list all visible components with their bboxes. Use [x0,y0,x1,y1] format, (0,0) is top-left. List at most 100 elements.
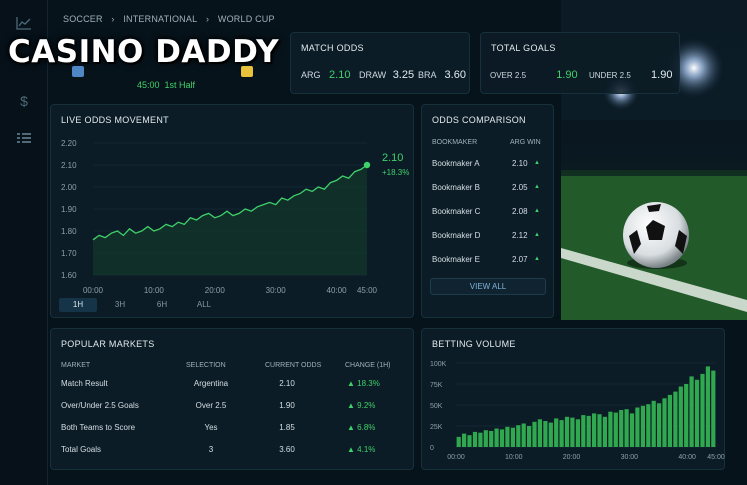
live-odds-title: LIVE ODDS MOVEMENT [61,115,169,125]
volume-bar [586,415,591,447]
market-selection: Yes [204,423,218,432]
volume-bar [516,425,521,447]
brazil-flag-icon [241,66,253,77]
odds-comparison-panel: ODDS COMPARISON BOOKMAKER ARG WIN Bookma… [421,104,554,318]
breadcrumb-item[interactable]: SOCCER [63,14,103,24]
y-tick-label: 1.70 [61,249,77,258]
volume-bar [570,417,575,447]
betting-volume-panel: BETTING VOLUME 100K 75K 50K 25K 0 00:00 10:00 2… [421,328,725,470]
odds-arg[interactable]: ARG 2.10 [301,69,350,81]
volume-bar [608,411,613,447]
market-row[interactable]: Over/Under 2.5 Goals Over 2.5 1.90 ▲ 9.2% [51,401,415,415]
volume-bar [543,421,548,447]
goals-value: 1.90 [651,69,673,81]
volume-bar [537,419,542,447]
breadcrumb-item[interactable]: INTERNATIONAL [123,14,198,24]
volume-bar [700,373,705,447]
market-row[interactable]: Both Teams to Score Yes 1.85 ▲ 6.8% [51,423,415,437]
bookmaker-name: Bookmaker E [432,255,481,264]
y-tick-label: 0 [430,445,434,452]
market-row[interactable]: Match Result Argentina 2.10 ▲ 18.3% [51,379,415,393]
breadcrumb: SOCCER › INTERNATIONAL › WORLD CUP [63,14,281,24]
market-selection: Argentina [193,379,229,388]
chevron-right-icon: › [205,14,210,24]
goals-under[interactable]: UNDER 2.5 1.90 [589,69,672,81]
market-change: ▲ 9.2% [347,401,376,410]
market-odds: 1.90 [279,401,295,410]
bookmaker-row[interactable]: Bookmaker B 2.05 ▲ [432,183,548,195]
y-tick-label: 100K [430,361,447,368]
total-goals-panel: TOTAL GOALS OVER 2.5 1.90 UNDER 2.5 1.90 [480,32,680,94]
market-odds: 3.60 [279,445,295,454]
dollar-icon[interactable]: $ [20,93,28,109]
tab-3h[interactable]: 3H [114,300,126,309]
market-change: ▲ 18.3% [347,379,380,388]
x-tick-label: 45:00 [357,286,378,295]
odds-bra[interactable]: BRA 3.60 [418,69,466,81]
bookmaker-row[interactable]: Bookmaker C 2.08 ▲ [432,207,548,219]
header-market: MARKET [61,362,91,369]
odds-draw[interactable]: DRAW 3.25 [359,69,414,81]
x-tick-label: 10:00 [505,454,523,461]
volume-bar [640,405,645,447]
market-change: ▲ 6.8% [347,423,376,432]
goals-over[interactable]: OVER 2.5 1.90 [490,69,578,81]
volume-bar [532,421,537,447]
view-all-button[interactable]: VIEW ALL [430,278,546,295]
betting-volume-title: BETTING VOLUME [432,339,516,349]
market-row[interactable]: Total Goals 3 3.60 ▲ 4.1% [51,445,415,459]
volume-bar [689,376,694,447]
x-tick-label: 30:00 [266,286,287,295]
volume-bar [646,404,651,447]
volume-bar [624,409,629,447]
volume-bar [527,426,532,447]
chart-icon[interactable] [15,16,33,34]
volume-bar [467,435,472,447]
volume-bar [602,416,607,447]
volume-bar [559,420,564,447]
odds-label: BRA [418,70,437,80]
volume-bar [499,429,505,447]
y-tick-label: 1.80 [61,227,77,236]
volume-bar [575,419,580,447]
bookmaker-row[interactable]: Bookmaker D 2.12 ▲ [432,231,548,243]
side-rail: $ [0,0,48,485]
live-odds-chart: 2.20 2.10 2.00 1.90 1.80 1.70 1.60 00:00 10:00 20… [61,139,409,295]
arrow-up-icon: ▲ [534,256,540,262]
x-tick-label: 20:00 [205,286,226,295]
breadcrumb-item[interactable]: WORLD CUP [217,14,275,24]
bookmaker-odds: 2.12 [512,231,528,240]
y-tick-label: 1.60 [61,271,77,280]
volume-bar [673,391,678,447]
betting-volume-chart: 100K 75K 50K 25K 0 00:00 10:00 20:00 30:00 40:00 4… [430,361,725,461]
match-odds-title: MATCH ODDS [301,43,364,53]
arrow-up-icon: ▲ [534,232,540,238]
market-name: Over/Under 2.5 Goals [61,401,139,410]
volume-bar [662,398,667,447]
bookmaker-odds: 2.05 [512,183,528,192]
arrow-up-icon: ▲ [534,160,540,166]
odds-line [92,164,368,241]
tab-6h[interactable]: 6H [156,300,168,309]
arrow-up-icon: ▲ [534,184,540,190]
header-current-odds: CURRENT ODDS [265,362,322,369]
market-name: Match Result [61,379,108,388]
bookmaker-odds: 2.07 [512,255,528,264]
odds-value: 3.60 [444,69,466,81]
volume-bar [581,415,586,447]
bookmaker-row[interactable]: Bookmaker E 2.07 ▲ [432,255,548,267]
y-tick-label: 25K [430,424,443,431]
bookmaker-row[interactable]: Bookmaker A 2.10 ▲ [432,159,548,171]
volume-bar [462,433,467,447]
bookmaker-name: Bookmaker D [432,231,481,240]
current-point [363,161,371,169]
odds-label: ARG [301,70,321,80]
tab-all[interactable]: ALL [196,300,212,309]
list-icon[interactable] [15,130,33,148]
tab-1h[interactable]: 1H [59,298,97,312]
bookmaker-odds: 2.08 [512,207,528,216]
volume-bar [548,422,553,447]
argentina-flag-icon [72,66,84,77]
col-arg-win: ARG WIN [510,139,541,146]
volume-bar [505,426,510,447]
